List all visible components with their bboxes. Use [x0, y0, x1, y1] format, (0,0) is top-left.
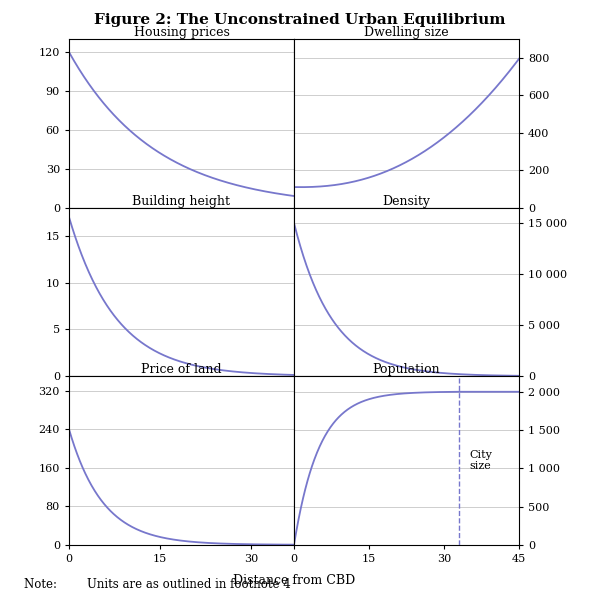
Title: Housing prices: Housing prices [134, 26, 229, 39]
Title: Population: Population [373, 363, 440, 376]
Title: Building height: Building height [133, 194, 230, 208]
Title: Dwelling size: Dwelling size [364, 26, 449, 39]
Text: City
size: City size [469, 450, 492, 471]
Text: Figure 2: The Unconstrained Urban Equilibrium: Figure 2: The Unconstrained Urban Equili… [94, 13, 506, 27]
Title: Price of land: Price of land [141, 363, 222, 376]
Title: Density: Density [383, 194, 431, 208]
Text: Distance from CBD: Distance from CBD [233, 574, 355, 587]
Text: Note:        Units are as outlined in footnote 4: Note: Units are as outlined in footnote … [24, 578, 291, 591]
